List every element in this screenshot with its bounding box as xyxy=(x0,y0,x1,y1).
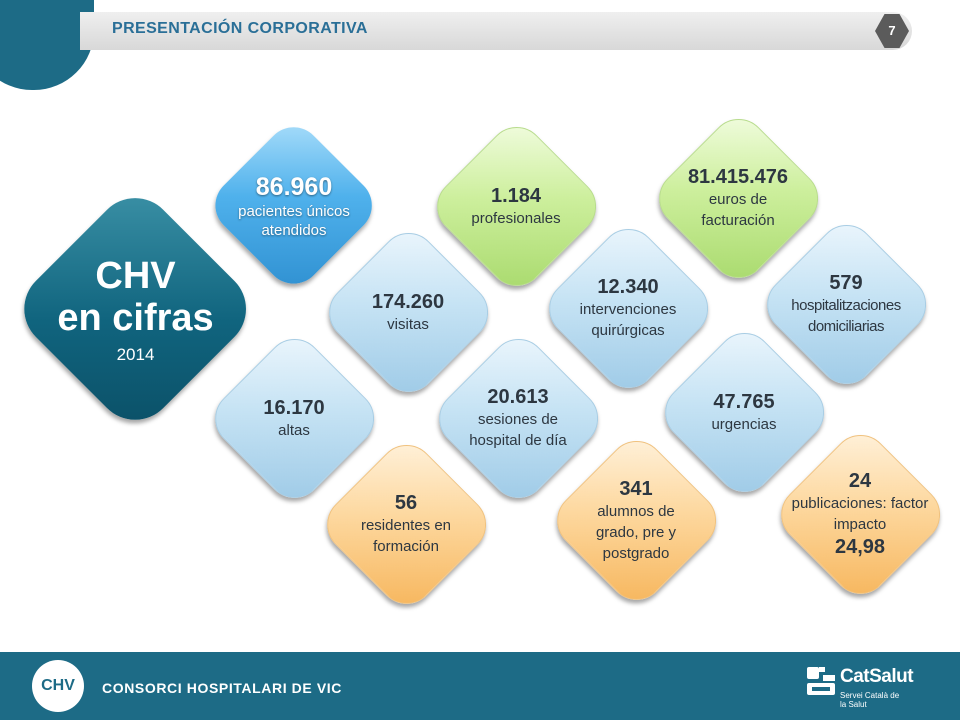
stat-value: 24 xyxy=(848,470,872,492)
stat-label: residentes en formación xyxy=(360,517,452,555)
stat-label: publicaciones: factor impacto xyxy=(791,495,929,533)
stat-tile-visitas: 174.260 visitas xyxy=(317,221,501,405)
stat-tile-profesionales: 1.184 profesionales xyxy=(425,115,609,299)
stat-label: altas xyxy=(278,421,310,439)
stat-tile-altas: 16.170 altas xyxy=(203,327,387,511)
stat-value: 579 xyxy=(829,272,863,294)
stat-value: 20.613 xyxy=(487,386,549,408)
chv-en-cifras-tile: CHV en cifras 2014 xyxy=(7,181,263,437)
stat-tile-intervenciones: 12.340 intervenciones quirúrgicas xyxy=(537,217,721,401)
stat-impact-factor: 24,98 xyxy=(834,536,886,558)
stat-tile-pacientes: 86.960 pacientes únicos atendidos xyxy=(203,115,384,296)
stat-label: intervenciones quirúrgicas xyxy=(579,301,677,339)
stat-value: 12.340 xyxy=(597,276,659,298)
chv-logo-text: CHV xyxy=(41,677,75,694)
stat-label: euros de facturación xyxy=(701,191,775,229)
stat-value: 47.765 xyxy=(713,390,775,413)
catsalut-subtitle: Servei Català de la Salut xyxy=(840,691,900,709)
stat-tile-residentes: 56 residentes en formación xyxy=(315,433,499,617)
stat-value: 1.184 xyxy=(490,184,542,207)
chv-title-line1: CHV xyxy=(95,254,176,297)
stat-tile-hospitalitzaciones: 579 hospitalitzaciones domiciliarias xyxy=(755,213,939,397)
stat-value: 81.415.476 xyxy=(687,166,789,188)
stat-label: pacientes únicos atendidos xyxy=(238,202,350,239)
stat-label: visitas xyxy=(387,315,429,333)
stat-value: 174.260 xyxy=(371,290,445,313)
header-bar xyxy=(80,12,912,50)
stat-value: 341 xyxy=(619,477,653,500)
stat-value: 16.170 xyxy=(263,396,325,419)
stat-label: profesionales xyxy=(471,209,561,227)
stat-tile-facturacion: 81.415.476 euros de facturación xyxy=(647,107,831,291)
chv-year: 2014 xyxy=(116,344,155,364)
stat-tile-urgencias: 47.765 urgencias xyxy=(653,321,837,505)
stat-label: sesiones de hospital de día xyxy=(469,411,567,449)
catsalut-logo-icon xyxy=(807,667,835,695)
chv-logo: CHV xyxy=(32,660,84,712)
page-number: 7 xyxy=(888,23,896,38)
stat-value: 56 xyxy=(394,492,418,514)
page-title: PRESENTACIÓN CORPORATIVA xyxy=(112,20,368,37)
stat-tile-publicaciones: 24 publicaciones: factor impacto 24,98 xyxy=(769,423,953,607)
stat-value: 86.960 xyxy=(255,172,333,201)
organization-name: CONSORCI HOSPITALARI DE VIC xyxy=(102,680,342,696)
stat-label: urgencias xyxy=(711,415,777,433)
footer: CHV CONSORCI HOSPITALARI DE VIC CatSalut… xyxy=(0,652,960,720)
chv-title-line2: en cifras xyxy=(57,296,214,339)
catsalut-name: CatSalut xyxy=(840,666,914,687)
stat-tile-sesiones: 20.613 sesiones de hospital de día xyxy=(427,327,611,511)
stat-label: hospitalitzaciones domiciliarias xyxy=(791,297,901,335)
stat-tile-alumnos: 341 alumnos de grado, pre y postgrado xyxy=(545,429,729,613)
stat-label: alumnos de grado, pre y postgrado xyxy=(595,502,677,562)
